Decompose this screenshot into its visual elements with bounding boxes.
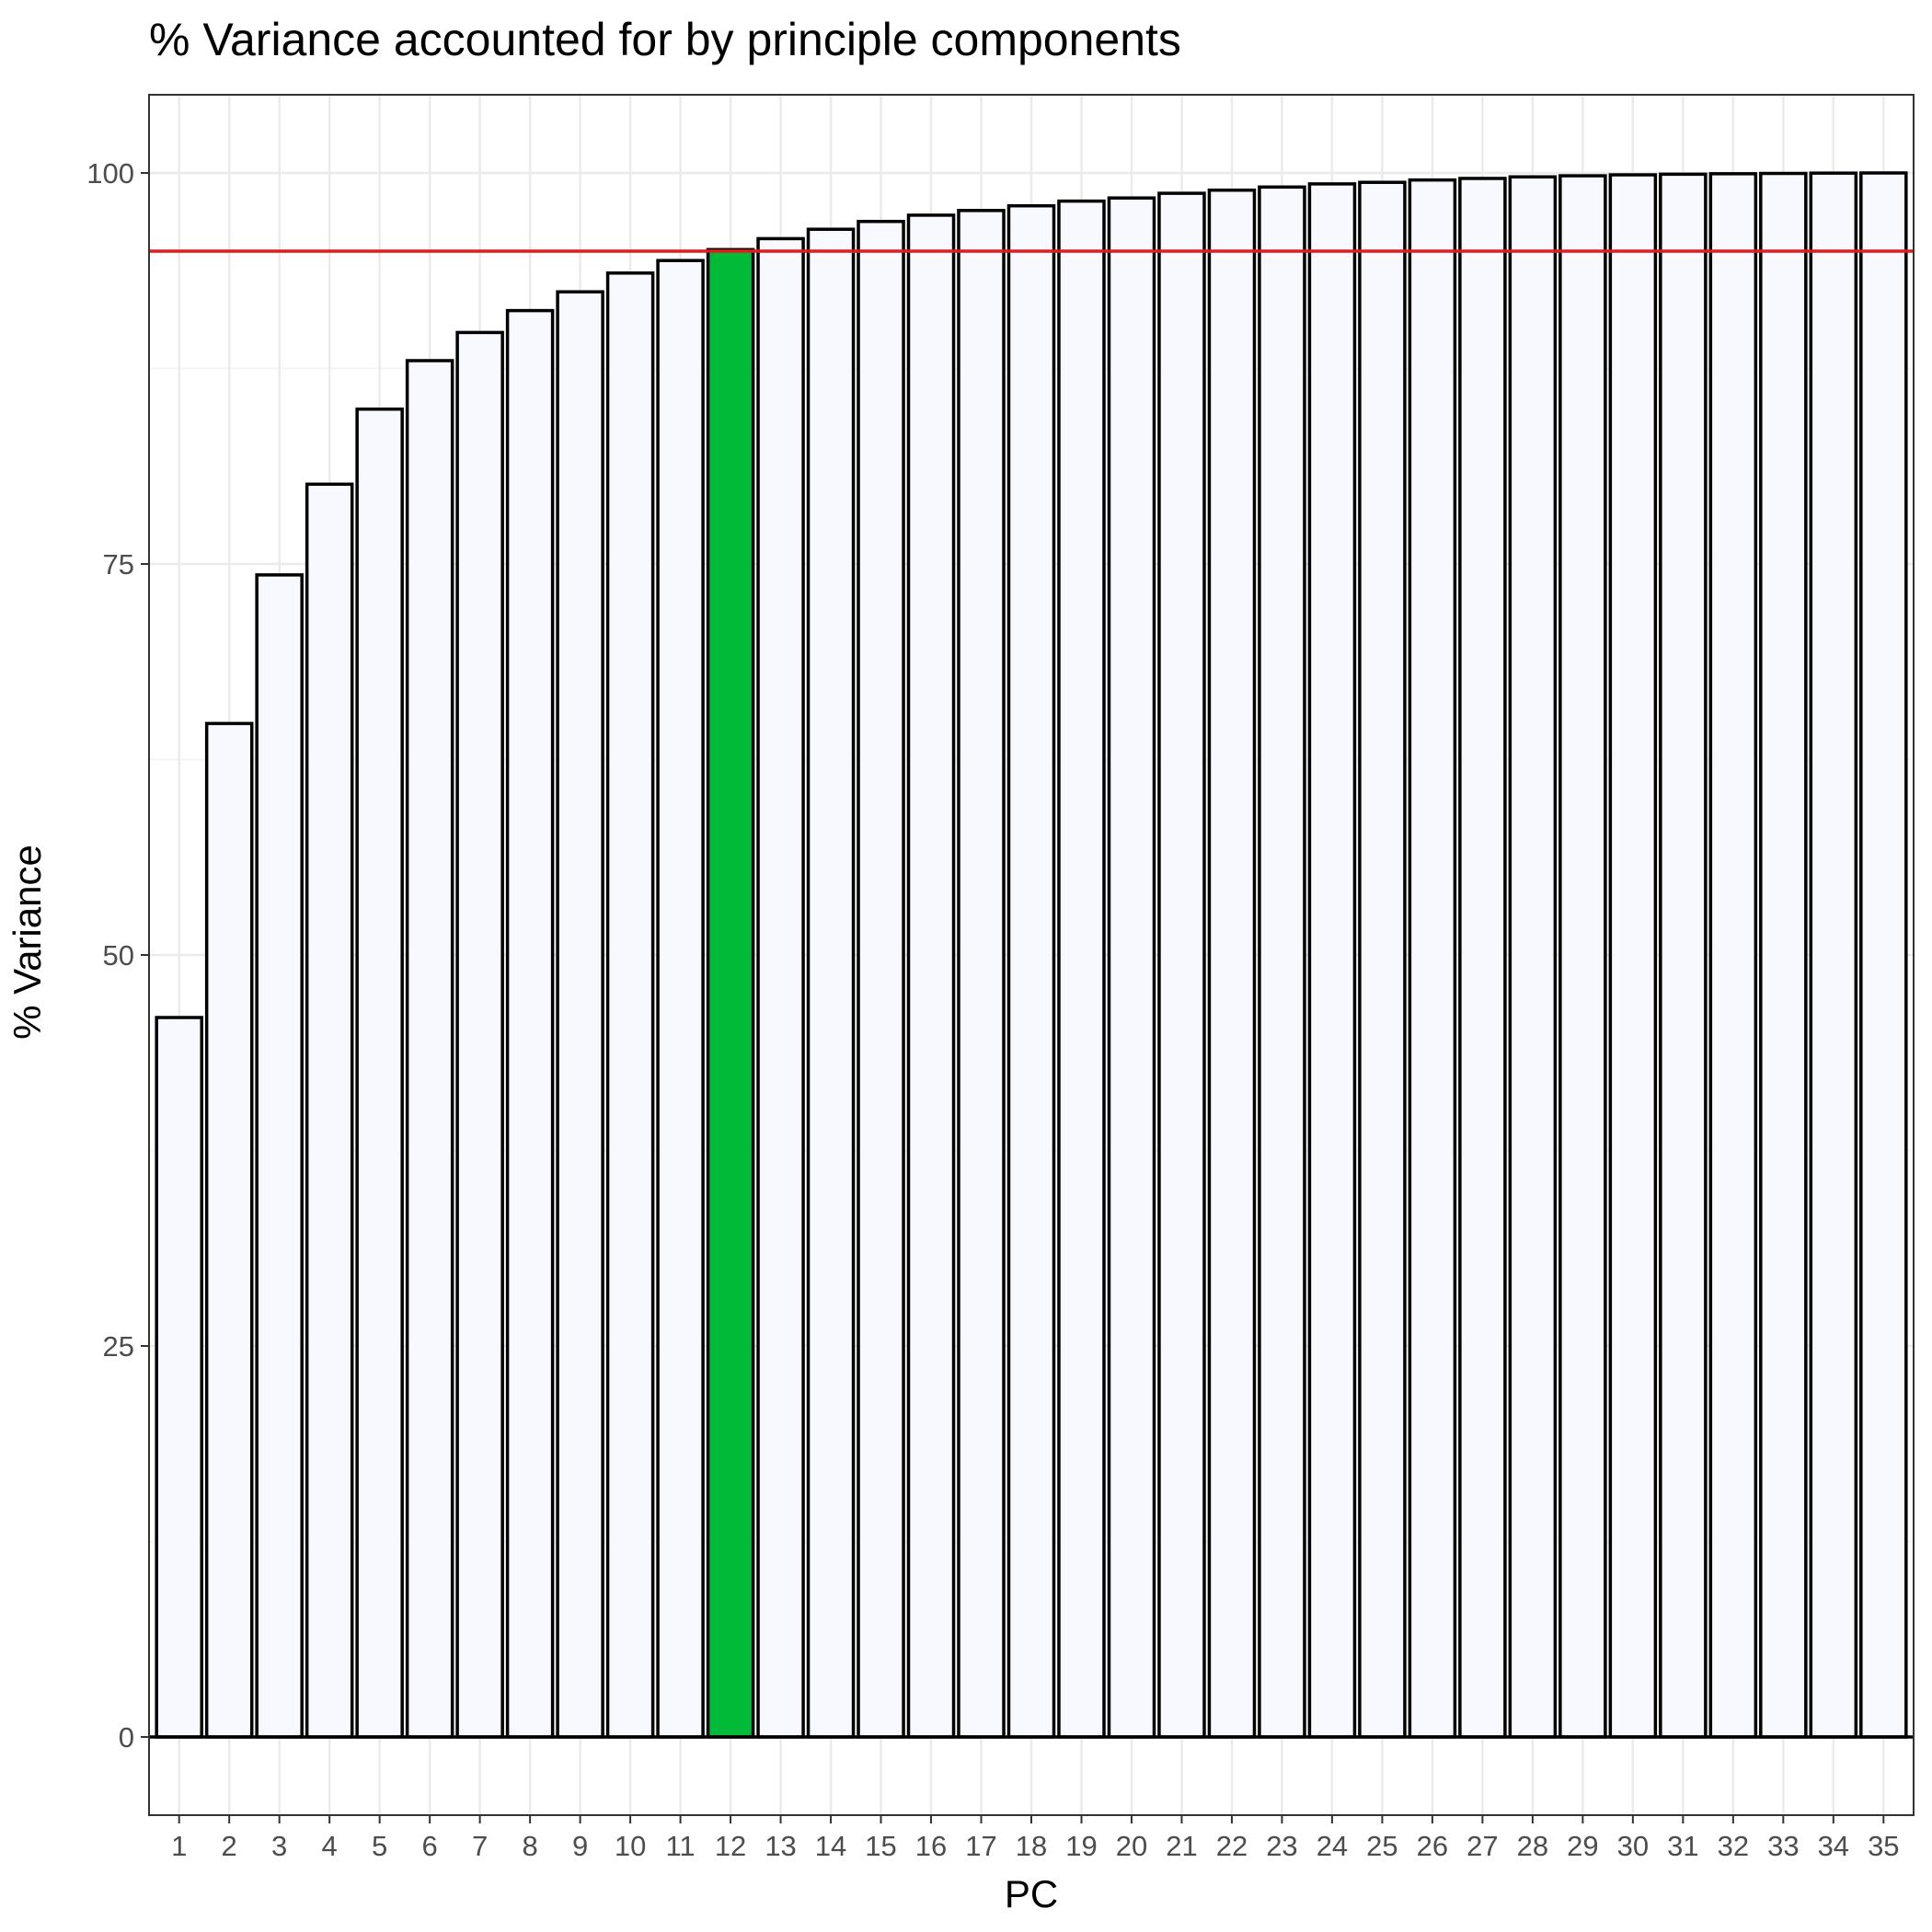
x-tick-label: 15 (865, 1830, 896, 1862)
x-tick-label: 19 (1065, 1830, 1097, 1862)
bars (155, 171, 1908, 1739)
x-tick-label: 17 (965, 1830, 996, 1862)
bar (1759, 171, 1808, 1739)
x-tick-label: 14 (815, 1830, 846, 1862)
y-tick-label: 25 (103, 1330, 134, 1363)
x-tick-label: 25 (1366, 1830, 1397, 1862)
bar (1057, 199, 1106, 1739)
reference-lines (149, 249, 1914, 1739)
x-tick-label: 12 (715, 1830, 746, 1862)
x-tick-label: 8 (522, 1830, 537, 1862)
x-tick-label: 4 (322, 1830, 338, 1862)
x-tick-label: 23 (1266, 1830, 1297, 1862)
bar (1358, 180, 1407, 1739)
bar (756, 236, 805, 1739)
y-tick-label: 0 (119, 1721, 134, 1754)
x-tick-label: 34 (1818, 1830, 1849, 1862)
bar (155, 1016, 203, 1739)
bar (1307, 182, 1357, 1739)
x-tick-label: 27 (1466, 1830, 1498, 1862)
x-tick-label: 1 (171, 1830, 187, 1862)
x-tick-label: 32 (1718, 1830, 1749, 1862)
y-axis: 0 25 50 75 100 (86, 157, 149, 1754)
bar (957, 209, 1006, 1739)
x-tick-label: 6 (422, 1830, 438, 1862)
x-tick-label: 20 (1116, 1830, 1147, 1862)
bar (1659, 172, 1708, 1739)
x-tick-label: 16 (915, 1830, 947, 1862)
x-tick-label: 13 (765, 1830, 796, 1862)
bar (1408, 178, 1457, 1739)
bar (1157, 191, 1206, 1739)
y-tick-label: 75 (103, 548, 134, 581)
x-tick-label: 10 (615, 1830, 646, 1862)
chart-title: % Variance accounted for by principle co… (149, 14, 1181, 65)
bar (1006, 203, 1056, 1739)
bar (355, 407, 404, 1739)
bar (1508, 175, 1558, 1739)
x-tick-label: 21 (1166, 1830, 1197, 1862)
bar (305, 482, 354, 1739)
bar (1558, 174, 1607, 1739)
y-tick-label: 50 (103, 939, 134, 972)
bar (1608, 173, 1658, 1739)
bar (1107, 196, 1156, 1739)
bar (1258, 185, 1306, 1739)
x-tick-label: 29 (1567, 1830, 1598, 1862)
bar (1458, 177, 1507, 1739)
bar (806, 227, 856, 1739)
x-tick-label: 30 (1617, 1830, 1649, 1862)
x-tick-label: 5 (372, 1830, 387, 1862)
x-axis: 1 2 3 4 5 6 7 8 9 10 11 12 13 14 15 16 17 18 19 20 21 22 23 24 2… (171, 1815, 1900, 1862)
x-tick-label: 28 (1517, 1830, 1548, 1862)
x-tick-label: 18 (1016, 1830, 1047, 1862)
bar (1809, 171, 1858, 1739)
bar (1859, 171, 1908, 1739)
y-axis-title: % Variance (6, 845, 49, 1040)
bar (1708, 172, 1758, 1739)
bar (857, 219, 905, 1739)
bar (556, 290, 604, 1739)
y-tick-label: 100 (86, 157, 134, 190)
x-tick-label: 3 (271, 1830, 287, 1862)
x-tick-label: 9 (572, 1830, 588, 1862)
x-tick-label: 11 (665, 1830, 695, 1862)
x-tick-label: 24 (1317, 1830, 1348, 1862)
x-tick-label: 31 (1667, 1830, 1698, 1862)
x-tick-label: 2 (222, 1830, 237, 1862)
bar (255, 573, 304, 1739)
x-tick-label: 22 (1216, 1830, 1248, 1862)
bar (906, 213, 956, 1739)
bar (605, 271, 655, 1739)
bar (455, 330, 504, 1739)
bar-highlighted (706, 247, 755, 1739)
bar (405, 359, 454, 1739)
x-tick-label: 26 (1417, 1830, 1448, 1862)
x-axis-title: PC (1005, 1872, 1058, 1915)
bar (656, 259, 705, 1739)
bar (505, 308, 555, 1739)
bar (1207, 188, 1257, 1739)
x-tick-label: 33 (1767, 1830, 1799, 1862)
x-tick-label: 7 (472, 1830, 488, 1862)
x-tick-label: 35 (1868, 1830, 1899, 1862)
bar (204, 721, 254, 1739)
